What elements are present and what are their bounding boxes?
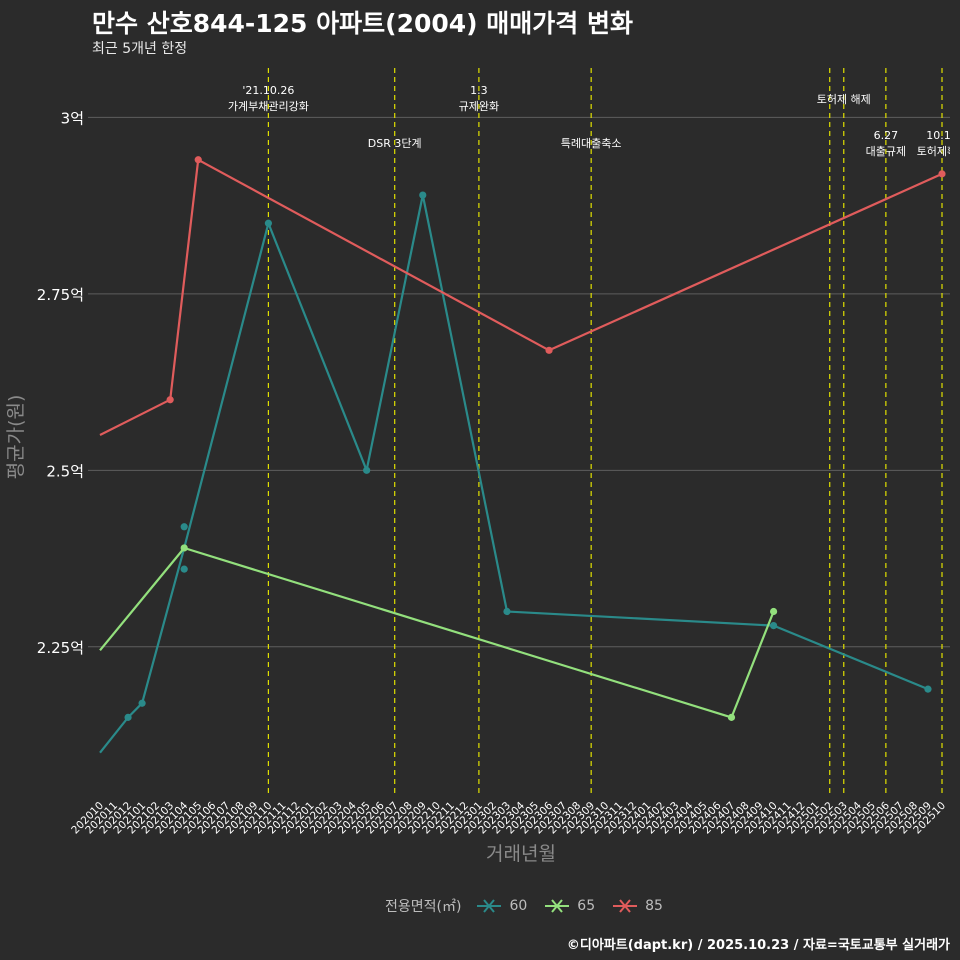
data-point-60 — [180, 565, 188, 573]
event-label: DSR 3단계 — [368, 137, 422, 150]
legend-label-60: 60 — [509, 898, 528, 914]
data-point-60 — [924, 685, 932, 693]
legend-key-60-icon — [477, 899, 502, 913]
event-label: 토허제확대 — [917, 145, 960, 158]
y-axis-label: 평균가(원) — [5, 395, 27, 480]
event-label: 토허제 해제 — [817, 92, 871, 106]
event-label: 10.15 — [926, 129, 958, 142]
data-point-65 — [770, 607, 778, 616]
y-gridlines — [88, 116, 950, 648]
series-line-60 — [99, 193, 929, 754]
source-caption: ©디아파트(dapt.kr) / 2025.10.23 / 자료=국토교통부 실… — [566, 938, 950, 953]
data-point-65 — [180, 544, 188, 552]
event-label: 대출규제 — [866, 145, 906, 158]
legend-label-85: 85 — [645, 898, 663, 914]
legend-key-85-icon — [613, 899, 638, 913]
data-point-60 — [363, 466, 371, 474]
data-point-60 — [503, 607, 511, 616]
data-point-60 — [138, 699, 146, 707]
x-axis-label: 거래년월 — [486, 843, 556, 865]
y-axis-ticks: 2.25억 2.5억 2.75억 3억 — [37, 109, 84, 656]
y-tick-label: 3억 — [61, 109, 84, 127]
data-point-60 — [264, 219, 272, 227]
legend-item-65: 65 — [543, 897, 595, 915]
chart-title: 만수 산호844-125 아파트(2004) 매매가격 변화 — [92, 9, 633, 38]
data-point-60 — [180, 523, 188, 531]
event-label: 6.27 — [874, 129, 899, 142]
data-point-60 — [124, 713, 132, 721]
legend-title: 전용면적(㎡) — [385, 899, 462, 915]
event-label: '21.10.26 — [242, 84, 294, 97]
series-line-85 — [99, 158, 943, 436]
y-tick-label: 2.5억 — [46, 462, 84, 480]
legend-key-65-icon — [545, 899, 570, 913]
chart-subtitle: 최근 5개년 한정 — [92, 41, 188, 57]
data-point-65 — [727, 713, 736, 721]
legend: 전용면적(㎡) 60 65 85 — [385, 896, 673, 916]
legend-label-65: 65 — [577, 898, 596, 914]
data-point-85 — [194, 156, 202, 164]
event-label: 규제완화 — [459, 100, 499, 113]
data-point-60 — [770, 622, 778, 630]
event-label: 특례대출축소 — [561, 137, 622, 150]
series-points — [124, 156, 946, 721]
x-axis-ticks: 2020102020112020122021012021022021032021… — [69, 799, 948, 836]
series-line-65 — [99, 546, 775, 719]
data-point-85 — [166, 396, 174, 404]
y-tick-label: 2.25억 — [37, 639, 84, 657]
legend-item-60: 60 — [475, 897, 527, 915]
event-label: 1.3 — [470, 84, 488, 97]
legend-item-85: 85 — [611, 897, 663, 915]
event-label: 가계부채관리강화 — [228, 100, 309, 113]
data-point-85 — [938, 170, 946, 178]
data-point-85 — [545, 346, 553, 354]
data-point-60 — [419, 191, 427, 199]
series-lines — [99, 158, 943, 754]
y-tick-label: 2.75억 — [37, 286, 84, 304]
